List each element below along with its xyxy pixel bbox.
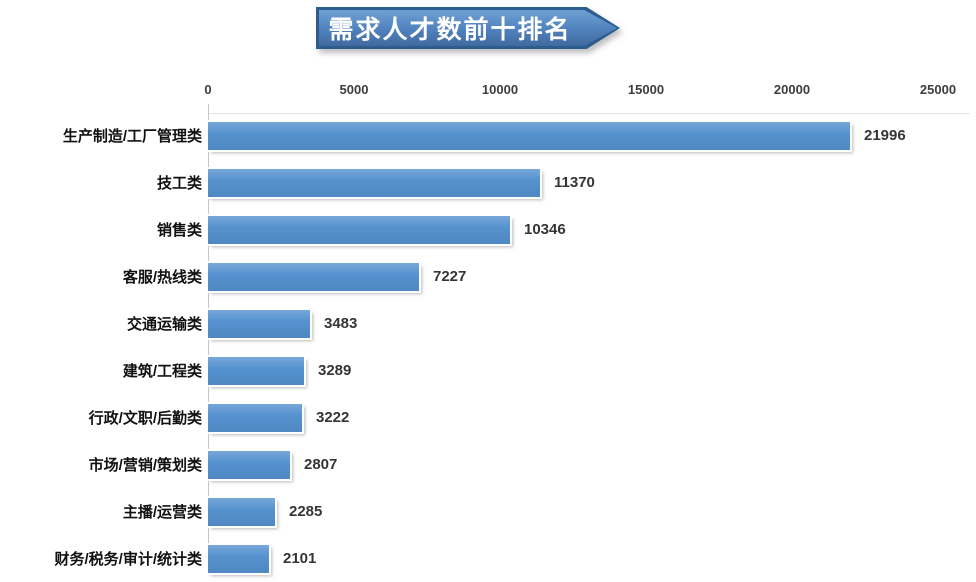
bar-track: 3289 — [208, 347, 976, 394]
value-label: 3289 — [318, 362, 352, 379]
bar-row: 市场/营销/策划类 2807 — [0, 441, 976, 488]
bar-row: 生产制造/工厂管理类 21996 — [0, 112, 976, 159]
bar-track: 7227 — [208, 253, 976, 300]
bar-row: 主播/运营类 2285 — [0, 488, 976, 535]
bar-row: 销售类 10346 — [0, 206, 976, 253]
value-label: 2285 — [289, 503, 323, 520]
value-label: 3222 — [316, 409, 350, 426]
category-label: 交通运输类 — [126, 316, 202, 333]
y-axis-line — [208, 104, 209, 574]
bar-track: 2101 — [208, 535, 976, 582]
bar — [208, 497, 275, 526]
bar-row: 技工类 11370 — [0, 159, 976, 206]
value-label: 2807 — [304, 456, 338, 473]
bar-track: 3222 — [208, 394, 976, 441]
x-axis-tick: 5000 — [339, 82, 369, 97]
category-label: 市场/营销/策划类 — [88, 457, 202, 474]
bar — [208, 450, 290, 479]
bar-row: 客服/热线类 7227 — [0, 253, 976, 300]
plot-area-top-border — [209, 113, 970, 114]
category-label: 技工类 — [156, 175, 202, 192]
bar-row: 建筑/工程类 3289 — [0, 347, 976, 394]
value-label: 10346 — [524, 221, 566, 238]
bar — [208, 544, 269, 573]
bar-track: 11370 — [208, 159, 976, 206]
x-axis-tick: 20000 — [773, 82, 811, 97]
bar-track: 21996 — [208, 112, 976, 159]
chart-title: 需求人才数前十排名 — [328, 15, 572, 44]
bar — [208, 168, 540, 197]
value-label: 21996 — [864, 127, 906, 144]
x-axis-tick: 15000 — [627, 82, 665, 97]
title-banner: 需求人才数前十排名 — [316, 7, 620, 49]
x-axis: 0 5000 10000 15000 20000 25000 — [204, 82, 956, 98]
bar — [208, 356, 304, 385]
bar-rows: 生产制造/工厂管理类 21996 技工类 11370 销售类 10346 客服/… — [0, 112, 976, 582]
x-axis-tick: 10000 — [481, 82, 519, 97]
bar-track: 10346 — [208, 206, 976, 253]
category-label: 行政/文职/后勤类 — [88, 410, 202, 427]
category-label: 建筑/工程类 — [122, 363, 202, 380]
x-axis-tick: 0 — [204, 82, 212, 97]
bar-row: 行政/文职/后勤类 3222 — [0, 394, 976, 441]
category-label: 主播/运营类 — [122, 504, 202, 521]
bar — [208, 309, 310, 338]
value-label: 3483 — [324, 315, 358, 332]
bar-row: 交通运输类 3483 — [0, 300, 976, 347]
category-label: 生产制造/工厂管理类 — [62, 128, 202, 145]
value-label: 11370 — [554, 174, 595, 191]
category-label: 财务/税务/审计/统计类 — [54, 551, 202, 568]
bar-row: 财务/税务/审计/统计类 2101 — [0, 535, 976, 582]
category-label: 客服/热线类 — [122, 269, 202, 286]
bar-track: 2807 — [208, 441, 976, 488]
value-label: 7227 — [433, 268, 467, 285]
title-banner-fill — [319, 10, 617, 46]
value-label: 2101 — [283, 550, 317, 567]
bar — [208, 262, 419, 291]
bar — [208, 403, 302, 432]
bar — [208, 215, 510, 244]
x-axis-tick: 25000 — [919, 82, 957, 97]
bar — [208, 121, 850, 150]
category-label: 销售类 — [156, 222, 202, 239]
bar-track: 3483 — [208, 300, 976, 347]
bar-track: 2285 — [208, 488, 976, 535]
